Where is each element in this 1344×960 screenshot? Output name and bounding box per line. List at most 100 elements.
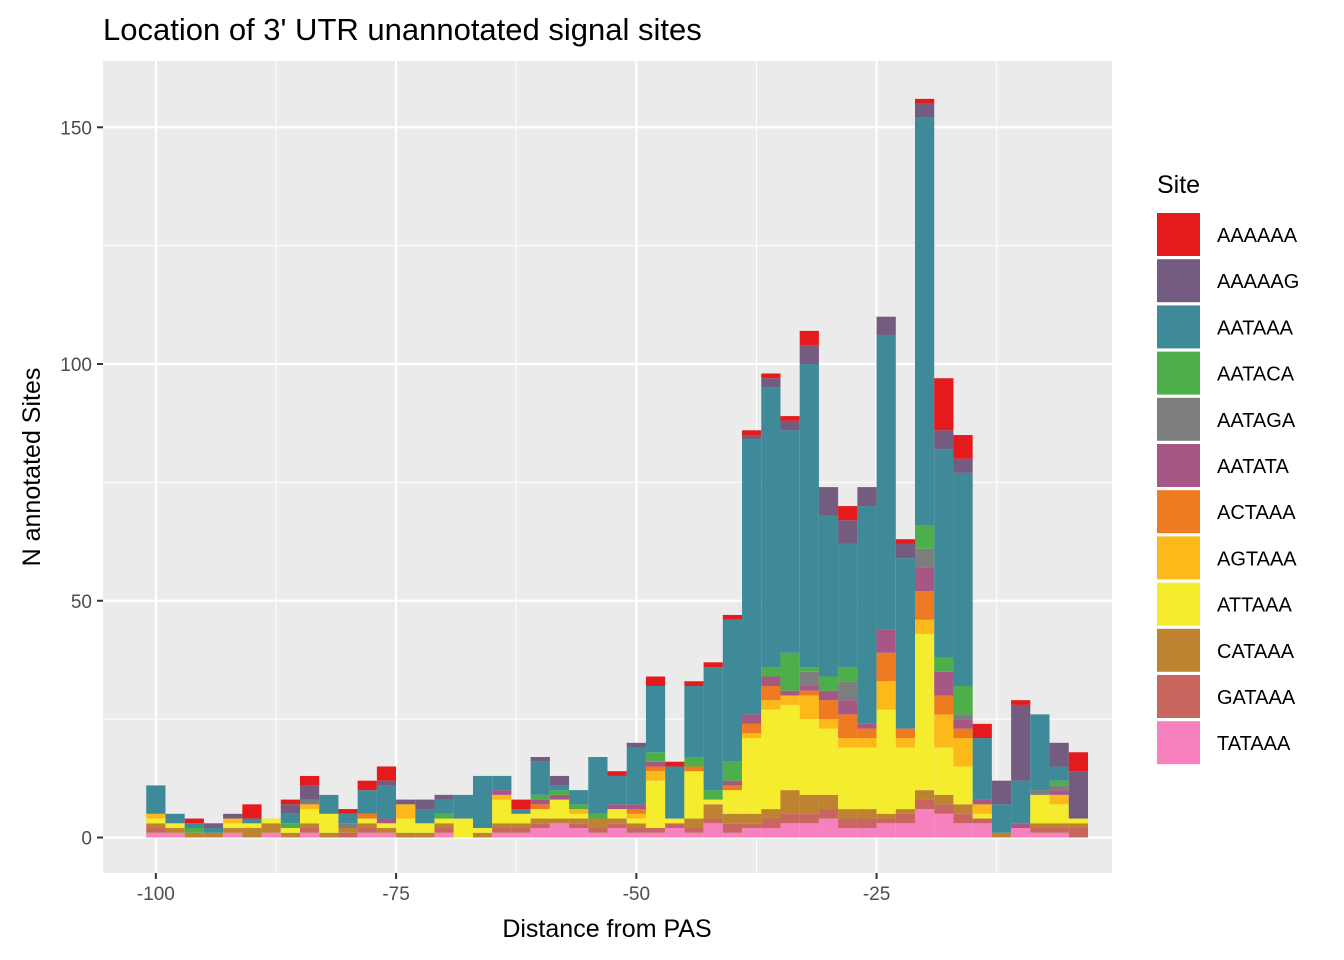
bar-segment-attaaa: [1068, 818, 1088, 824]
bar-segment-aataaa: [1049, 766, 1069, 781]
bar-segment-cataaa: [165, 828, 185, 833]
bar-segment-aataaa: [972, 738, 992, 800]
legend-key-aataca: [1157, 351, 1200, 395]
legend-key-tataaa: [1157, 721, 1200, 765]
bar-segment-tataaa: [376, 832, 397, 838]
bar-segment-aataca: [684, 757, 704, 767]
bar-segment-aaaaag: [530, 757, 550, 762]
bar-segment-aataaa: [1030, 714, 1050, 791]
bar-segment-agtaaa: [934, 714, 954, 748]
bar-segment-aataca: [184, 828, 204, 833]
bar-segment-cataaa: [953, 804, 973, 814]
bar-segment-aataaa: [607, 775, 627, 805]
bar-segment-gataaa: [338, 832, 358, 838]
bar-segment-aaaaaa: [1068, 752, 1088, 772]
bar-segment-agtaaa: [818, 719, 839, 729]
bar-segment-aaaaaa: [780, 416, 800, 421]
bar-segment-aaaaag: [1049, 742, 1069, 767]
bar-segment-agtaaa: [645, 771, 666, 781]
bar-segment-cataaa: [626, 823, 646, 829]
bar-segment-attaaa: [146, 818, 166, 824]
bar-segment-aatata: [818, 690, 839, 701]
bar-segment-agtaaa: [876, 681, 896, 710]
bar-segment-gataaa: [761, 818, 781, 829]
bar-segment-aaaaag: [1011, 704, 1031, 781]
bar-segment-aataaa: [626, 747, 646, 805]
bar-segment-aaaaag: [761, 378, 781, 388]
x-tick-label: -75: [382, 884, 409, 905]
bar-segment-aaaaag: [991, 780, 1012, 805]
bar-segment-aatata: [799, 685, 819, 691]
bar-segment-cataaa: [415, 832, 435, 838]
bar-segment-attaaa: [415, 823, 435, 833]
bar-segment-aaaaag: [857, 487, 877, 507]
legend-label-aatata: AATATA: [1217, 456, 1290, 478]
bar-segment-agtaaa: [799, 695, 819, 720]
bar-segment-aataaa: [953, 472, 973, 686]
bar-segment-agtaaa: [626, 813, 646, 819]
bar-segment-cataaa: [569, 818, 589, 824]
bar-segment-aataaa: [434, 799, 454, 814]
bar-segment-aataca: [761, 667, 781, 677]
bar-segment-aataaa: [895, 558, 916, 729]
bar-segment-aataca: [280, 823, 300, 829]
bar-segment-gataaa: [838, 818, 858, 829]
bar-segment-agtaaa: [569, 809, 589, 814]
legend-key-actaaa: [1157, 490, 1200, 534]
bar-segment-aatata: [1011, 823, 1031, 829]
bar-segment-gataaa: [684, 828, 704, 833]
bar-segment-cataaa: [492, 823, 512, 829]
bar-segment-aatata: [953, 719, 973, 729]
bar-segment-actaaa: [645, 766, 666, 772]
bar-segment-aaaaaa: [684, 681, 704, 686]
bar-segment-aaaaaa: [299, 775, 320, 786]
bar-segment-tataaa: [511, 832, 531, 838]
bar-segment-actaaa: [530, 804, 550, 810]
bar-segment-aataca: [722, 761, 743, 781]
bar-segment-attaaa: [934, 747, 954, 795]
bar-segment-gataaa: [665, 823, 685, 829]
bar-segment-agtaaa: [953, 738, 973, 767]
bar-segment-aataaa: [569, 790, 589, 805]
bar-segment-aataga: [1049, 785, 1069, 791]
bar-segment-tataaa: [915, 809, 935, 838]
bar-segment-aaaaaa: [607, 771, 627, 776]
bar-segment-aataaa: [876, 335, 896, 630]
bar-segment-agtaaa: [299, 804, 320, 810]
bar-segment-actaaa: [626, 809, 646, 814]
bar-segment-gataaa: [434, 828, 454, 833]
bar-segment-tataaa: [895, 823, 916, 838]
bar-segment-aataca: [569, 804, 589, 810]
bar-segment-actaaa: [742, 723, 762, 734]
bar-segment-aaaaag: [799, 345, 819, 365]
bar-segment-aataca: [838, 667, 858, 682]
legend-key-aaaaag: [1157, 259, 1200, 303]
bar-segment-cataaa: [818, 794, 839, 810]
bar-segment-attaaa: [549, 799, 570, 819]
bar-segment-aataaa: [415, 809, 435, 824]
bar-segment-aataaa: [184, 823, 204, 829]
bar-segment-gataaa: [857, 818, 877, 829]
bar-segment-aataaa: [511, 809, 531, 814]
bar-segment-cataaa: [223, 828, 243, 833]
bar-segment-tataaa: [626, 832, 646, 838]
bar-segment-gataaa: [876, 818, 896, 824]
bar-segment-aataaa: [338, 813, 358, 824]
bar-segment-aataaa: [146, 785, 166, 814]
bar-segment-aatata: [742, 714, 762, 724]
bar-segment-aatata: [857, 723, 877, 729]
bar-segment-aatata: [934, 671, 954, 696]
bar-segment-aataaa: [1011, 780, 1031, 824]
bar-segment-aaaaag: [434, 794, 454, 800]
bar-segment-attaaa: [953, 766, 973, 805]
bar-segment-actaaa: [857, 728, 877, 739]
chart-title: Location of 3' UTR unannotated signal si…: [103, 12, 702, 47]
bar-segment-attaaa: [530, 809, 550, 819]
bar-segment-aataaa: [665, 766, 685, 819]
bar-segment-aataaa: [357, 790, 377, 814]
bar-segment-tataaa: [530, 828, 550, 838]
bar-segment-aataaa: [242, 818, 262, 824]
bar-segment-aataaa: [818, 515, 839, 677]
bar-segment-cataaa: [607, 818, 627, 824]
bar-segment-aataca: [953, 685, 973, 715]
